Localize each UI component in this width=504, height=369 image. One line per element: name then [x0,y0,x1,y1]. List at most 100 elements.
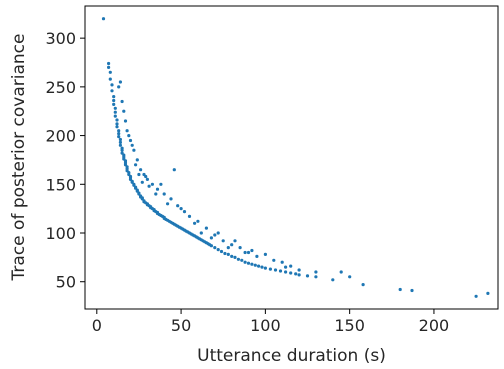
data-point [268,267,272,271]
data-point [166,202,170,206]
data-point [117,85,121,89]
data-point [139,168,143,172]
data-point [112,98,116,103]
data-point [213,233,217,237]
data-point [238,246,242,250]
data-point [226,252,230,256]
data-point [135,158,139,162]
data-point [305,274,310,278]
data-point [137,172,141,177]
data-point [112,95,116,99]
data-point [150,182,154,186]
x-axis-label: Utterance duration (s) [197,346,386,366]
data-point [398,287,402,292]
data-point [108,77,112,81]
y-tick-label: 200 [45,127,76,146]
data-point [289,264,293,268]
data-point [182,210,187,214]
data-point [113,110,117,114]
data-point [331,278,335,282]
data-point [280,260,284,264]
data-point [255,254,259,258]
data-point [118,137,122,142]
data-point [101,17,106,21]
y-axis-ticks: 50 100 150 200 250 300 [45,29,85,292]
data-point [122,109,126,113]
data-point [169,197,173,201]
data-point [110,83,114,87]
y-tick-label: 300 [45,29,76,48]
data-point [108,70,112,74]
data-point [144,174,148,179]
data-point [294,272,298,276]
data-point [117,135,121,139]
data-point [118,140,122,144]
data-point [154,192,158,196]
data-point [314,270,318,274]
data-point [216,231,220,235]
data-point [209,244,213,248]
data-point [118,80,122,84]
x-tick-label: 50 [171,316,191,335]
data-point [130,143,134,147]
data-point [196,219,200,223]
data-point [159,182,163,186]
data-point [263,266,267,270]
data-point [107,65,111,69]
data-point [213,246,217,250]
data-point [199,231,203,235]
data-point [193,221,197,225]
data-point [278,269,283,273]
data-point [107,61,111,66]
data-point [118,143,122,147]
data-point [250,248,254,253]
data-point [243,250,247,255]
data-point [113,114,117,118]
data-point [172,168,176,172]
data-point [134,163,138,167]
data-point [123,119,128,123]
data-point [474,294,478,298]
data-point [253,263,257,267]
data-point [260,265,264,269]
data-point [230,243,234,247]
data-point [348,275,352,279]
data-point [226,246,230,250]
data-point [246,250,251,255]
data-point [128,138,133,143]
x-tick-label: 100 [250,316,281,335]
data-point [120,148,124,152]
data-point [339,270,343,274]
data-point [272,258,276,262]
data-point [115,125,119,129]
data-point [125,129,129,133]
y-tick-label: 100 [45,224,76,243]
y-tick-label: 50 [56,273,76,292]
data-point [243,260,247,264]
data-point [187,214,192,218]
data-point [240,258,244,262]
data-point [112,102,116,106]
data-point [257,264,261,268]
data-point [216,248,220,252]
data-point [361,283,365,287]
data-point [176,204,180,208]
data-point [284,270,288,274]
data-point [233,255,237,259]
data-point [132,148,136,152]
data-point [140,180,144,184]
data-point [155,187,160,191]
data-point [120,99,124,104]
y-tick-label: 250 [45,78,76,97]
x-tick-label: 0 [92,316,102,335]
plot-area [85,6,498,309]
data-point [246,261,251,265]
data-point [115,122,119,126]
plot-frame [84,5,499,310]
data-point [204,226,208,230]
data-point [233,239,237,243]
data-point [221,239,225,243]
data-point [289,271,293,275]
data-point [284,265,288,269]
